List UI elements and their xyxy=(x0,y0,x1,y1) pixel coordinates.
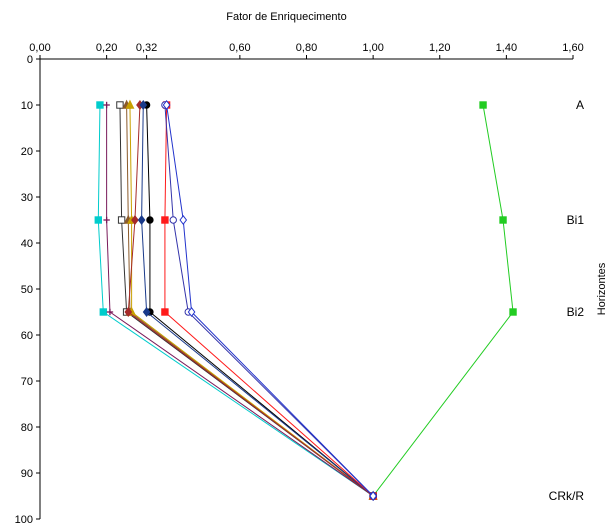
y-tick-label: 80 xyxy=(21,422,33,434)
y-tick-label: 90 xyxy=(21,468,33,480)
y-tick-label: 100 xyxy=(15,514,33,526)
x-tick-label: 1,20 xyxy=(429,42,450,54)
data-point xyxy=(161,216,169,224)
data-point xyxy=(161,308,169,316)
data-point xyxy=(179,214,188,226)
series-line xyxy=(97,104,374,497)
x-tick-label: 0,60 xyxy=(229,42,250,54)
data-point xyxy=(479,101,487,109)
data-point xyxy=(94,216,102,224)
y-tick-label: 30 xyxy=(21,192,33,204)
y-tick-label: 0 xyxy=(27,54,33,66)
y-tick-label: 20 xyxy=(21,146,33,158)
data-series xyxy=(122,99,378,500)
horizon-label: A xyxy=(576,98,584,112)
data-series xyxy=(116,101,377,500)
data-point xyxy=(137,214,146,226)
data-series xyxy=(103,101,377,500)
data-point xyxy=(125,99,135,109)
series-line xyxy=(372,104,514,497)
series-line xyxy=(146,104,374,497)
series-line xyxy=(166,104,374,497)
y-tick-label: 50 xyxy=(21,284,33,296)
y-tick-label: 40 xyxy=(21,238,33,250)
data-series xyxy=(125,99,378,500)
series-line xyxy=(141,104,374,497)
y-tick-label: 60 xyxy=(21,330,33,342)
data-point xyxy=(124,306,133,318)
series-line xyxy=(119,104,374,497)
series-line xyxy=(164,104,374,497)
data-point xyxy=(96,101,104,109)
data-series xyxy=(161,101,377,500)
chart-axes: 0,00 0,20 0,32 0,60 0,80 1,00 1,20 1,40 1,60 0 10 2… xyxy=(15,42,584,526)
data-point xyxy=(369,490,377,502)
horizon-label: Bi2 xyxy=(567,305,585,319)
y-tick-label: 10 xyxy=(21,100,33,112)
x-tick-label: 1,60 xyxy=(562,42,583,54)
data-point xyxy=(187,306,196,318)
data-point xyxy=(139,99,148,111)
horizon-label: Bi1 xyxy=(567,213,585,227)
data-point xyxy=(116,101,124,109)
y-axis-title: Horizontes xyxy=(596,262,608,315)
x-tick-label: 1,40 xyxy=(496,42,517,54)
x-axis-title: Fator de Enriquecimento xyxy=(226,11,346,23)
data-point xyxy=(499,216,507,224)
data-point xyxy=(142,306,151,318)
chart-labels: Fator de Enriquecimento Horizontes A Bi1 Bi2… xyxy=(226,11,608,503)
data-series xyxy=(137,99,377,502)
x-tick-label: 0,00 xyxy=(29,42,50,54)
data-series xyxy=(162,99,377,502)
y-tick-label: 70 xyxy=(21,376,33,388)
data-point xyxy=(146,216,154,224)
series-line xyxy=(106,105,374,497)
series-layer xyxy=(94,99,517,502)
x-tick-label: 1,00 xyxy=(362,42,383,54)
series-line xyxy=(127,104,374,497)
data-point xyxy=(99,308,107,316)
series-line xyxy=(126,104,374,497)
data-point xyxy=(509,308,517,316)
x-tick-label: 0,20 xyxy=(96,42,117,54)
data-series xyxy=(369,101,517,500)
data-point xyxy=(162,99,171,111)
x-tick-label: 0,32 xyxy=(136,42,157,54)
data-series xyxy=(142,101,377,500)
horizon-label: CRk/R xyxy=(549,489,585,503)
data-point xyxy=(131,214,139,226)
x-tick-label: 0,80 xyxy=(296,42,317,54)
data-point xyxy=(169,216,177,224)
data-series xyxy=(161,101,377,500)
series-line xyxy=(164,104,374,497)
series-line xyxy=(129,104,374,497)
data-series xyxy=(124,99,377,502)
data-point xyxy=(117,216,126,224)
